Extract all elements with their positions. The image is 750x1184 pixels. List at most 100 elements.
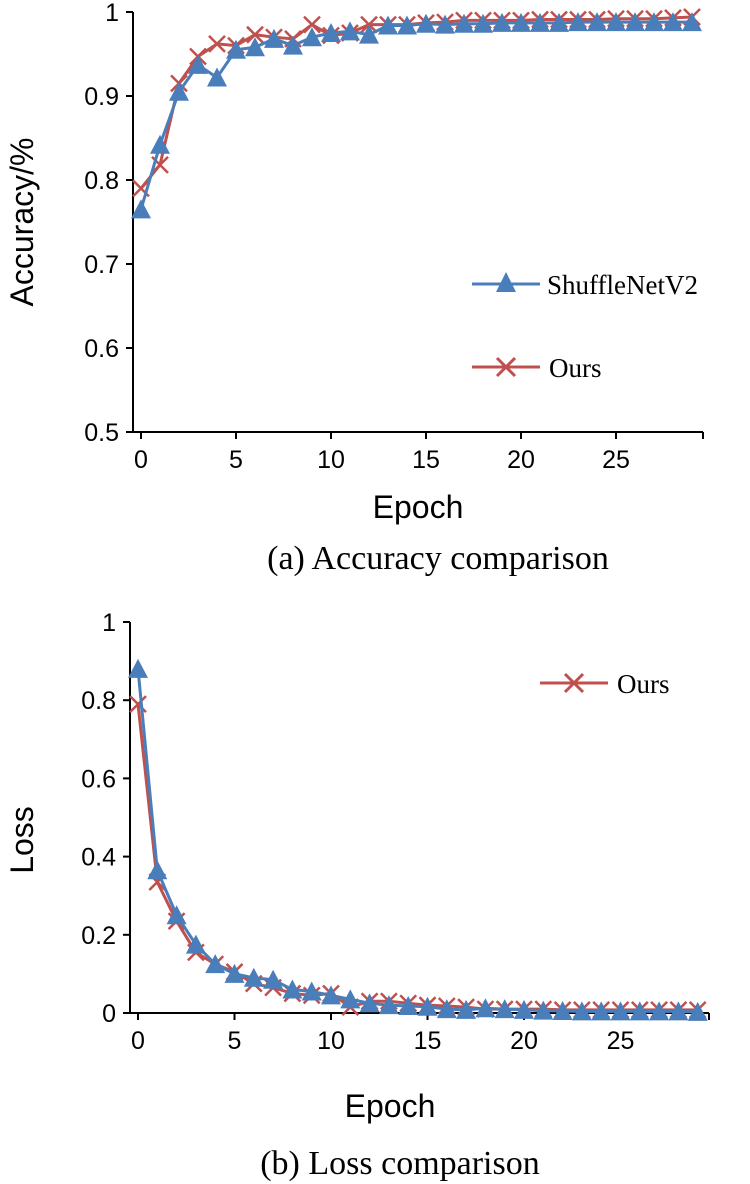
data-point-shufflenetv2 bbox=[552, 1001, 573, 1021]
data-point-shufflenetv2 bbox=[668, 1001, 689, 1021]
data-point-shufflenetv2 bbox=[378, 995, 399, 1015]
x-tick-label: 20 bbox=[507, 446, 535, 474]
data-point-shufflenetv2 bbox=[207, 67, 227, 87]
data-point-shufflenetv2 bbox=[456, 999, 477, 1019]
legend-label-shufflenetv2: ShuffleNetV2 bbox=[547, 270, 698, 300]
data-point-shufflenetv2 bbox=[340, 21, 360, 41]
x-tick-label: 0 bbox=[131, 1027, 145, 1055]
data-point-shufflenetv2 bbox=[682, 12, 702, 32]
data-point-shufflenetv2 bbox=[378, 15, 398, 35]
data-point-shufflenetv2 bbox=[263, 969, 284, 989]
legend-marker-ours bbox=[495, 356, 517, 378]
data-point-shufflenetv2 bbox=[625, 12, 645, 32]
y-tick-label: 0.6 bbox=[84, 335, 119, 363]
accuracy-chart: 0.50.60.70.80.910 5 10 15 20 25 Accuracy/% Ep… bbox=[4, 0, 704, 577]
data-point-shufflenetv2 bbox=[205, 954, 226, 974]
legend-label-ours: Ours bbox=[617, 669, 670, 699]
data-point-shufflenetv2 bbox=[245, 37, 265, 57]
data-point-ours bbox=[360, 15, 378, 34]
data-point-shufflenetv2 bbox=[587, 12, 607, 32]
x-tick-label: 15 bbox=[412, 446, 440, 474]
data-point-shufflenetv2 bbox=[359, 993, 380, 1013]
data-point-shufflenetv2 bbox=[571, 1001, 592, 1021]
data-point-shufflenetv2 bbox=[475, 998, 496, 1018]
data-point-shufflenetv2 bbox=[397, 15, 417, 35]
data-point-shufflenetv2 bbox=[321, 23, 341, 42]
data-point-shufflenetv2 bbox=[492, 12, 512, 32]
data-point-shufflenetv2 bbox=[224, 963, 245, 983]
series-line-shufflenetv2 bbox=[136, 668, 698, 1014]
data-point-shufflenetv2 bbox=[494, 999, 515, 1019]
y-tick-label: 0.4 bbox=[81, 844, 116, 872]
data-point-shufflenetv2 bbox=[644, 12, 664, 32]
data-point-shufflenetv2 bbox=[511, 12, 531, 32]
data-point-shufflenetv2 bbox=[226, 39, 246, 59]
y-tick-label: 0.9 bbox=[84, 83, 119, 111]
data-point-ours bbox=[208, 35, 226, 53]
data-point-shufflenetv2 bbox=[629, 1001, 650, 1021]
x-tick-label: 0 bbox=[134, 446, 148, 474]
data-point-shufflenetv2 bbox=[301, 981, 322, 1001]
x-tick-label: 15 bbox=[414, 1027, 442, 1055]
data-point-shufflenetv2 bbox=[243, 967, 264, 987]
data-point-shufflenetv2 bbox=[435, 14, 455, 34]
x-tick-label: 10 bbox=[317, 1027, 345, 1055]
loss-chart: 00.20.40.60.810 5 10 15 20 25 Loss Epoch Ours… bbox=[4, 609, 710, 1182]
legend-label-ours: Ours bbox=[549, 353, 602, 383]
data-point-shufflenetv2 bbox=[302, 27, 322, 47]
data-point-shufflenetv2 bbox=[417, 996, 438, 1016]
y-tick-label: 0.5 bbox=[84, 419, 119, 447]
data-point-shufflenetv2 bbox=[473, 13, 493, 33]
data-point-shufflenetv2 bbox=[530, 12, 550, 32]
data-point-shufflenetv2 bbox=[264, 28, 284, 48]
x-axis-title: Epoch bbox=[345, 1088, 436, 1124]
data-point-shufflenetv2 bbox=[282, 979, 303, 999]
data-point-shufflenetv2 bbox=[166, 905, 187, 925]
data-point-shufflenetv2 bbox=[649, 1001, 670, 1021]
y-tick-label: 0.8 bbox=[81, 687, 116, 715]
y-tick-label: 1 bbox=[102, 609, 116, 637]
data-point-shufflenetv2 bbox=[128, 658, 148, 678]
y-axis-title: Accuracy/% bbox=[4, 138, 40, 307]
data-point-shufflenetv2 bbox=[514, 999, 534, 1019]
data-point-shufflenetv2 bbox=[454, 13, 474, 33]
data-point-shufflenetv2 bbox=[687, 1001, 708, 1021]
x-tick-label: 20 bbox=[510, 1027, 538, 1055]
y-tick-label: 0.8 bbox=[84, 167, 119, 195]
x-tick-label: 5 bbox=[229, 446, 243, 474]
caption-b: (b) Loss comparison bbox=[260, 1145, 540, 1182]
data-point-shufflenetv2 bbox=[416, 13, 436, 33]
legend: Ours bbox=[540, 669, 670, 699]
legend-marker-shufflenetv2 bbox=[496, 272, 516, 292]
y-tick-label: 0 bbox=[102, 1000, 116, 1028]
x-tick-label: 5 bbox=[228, 1027, 242, 1055]
data-point-shufflenetv2 bbox=[340, 989, 361, 1009]
x-tick-label: 10 bbox=[317, 446, 345, 474]
data-point-shufflenetv2 bbox=[591, 1001, 612, 1021]
legend: ShuffleNetV2 Ours bbox=[472, 270, 698, 383]
x-axis-title: Epoch bbox=[373, 489, 464, 525]
x-tick-label: 25 bbox=[607, 1027, 635, 1055]
data-point-shufflenetv2 bbox=[549, 12, 569, 32]
data-point-shufflenetv2 bbox=[321, 985, 341, 1005]
data-point-shufflenetv2 bbox=[533, 1000, 554, 1020]
data-point-shufflenetv2 bbox=[398, 995, 419, 1015]
data-point-shufflenetv2 bbox=[147, 860, 168, 880]
data-point-shufflenetv2 bbox=[131, 199, 151, 219]
series-line-ours bbox=[136, 703, 698, 1012]
y-tick-label: 1 bbox=[105, 0, 119, 27]
data-point-shufflenetv2 bbox=[436, 999, 457, 1019]
data-point-shufflenetv2 bbox=[359, 24, 379, 44]
data-point-shufflenetv2 bbox=[663, 12, 683, 32]
data-point-ours bbox=[246, 25, 264, 44]
data-point-shufflenetv2 bbox=[185, 934, 206, 954]
y-tick-label: 0.6 bbox=[81, 765, 116, 793]
data-point-shufflenetv2 bbox=[283, 35, 303, 55]
data-point-shufflenetv2 bbox=[188, 54, 208, 74]
y-axis-title: Loss bbox=[4, 806, 40, 874]
y-tick-label: 0.2 bbox=[81, 922, 116, 950]
data-point-shufflenetv2 bbox=[150, 134, 170, 154]
y-tick-label: 0.7 bbox=[84, 251, 119, 279]
series-line-ours bbox=[139, 15, 693, 190]
data-point-shufflenetv2 bbox=[606, 12, 626, 32]
